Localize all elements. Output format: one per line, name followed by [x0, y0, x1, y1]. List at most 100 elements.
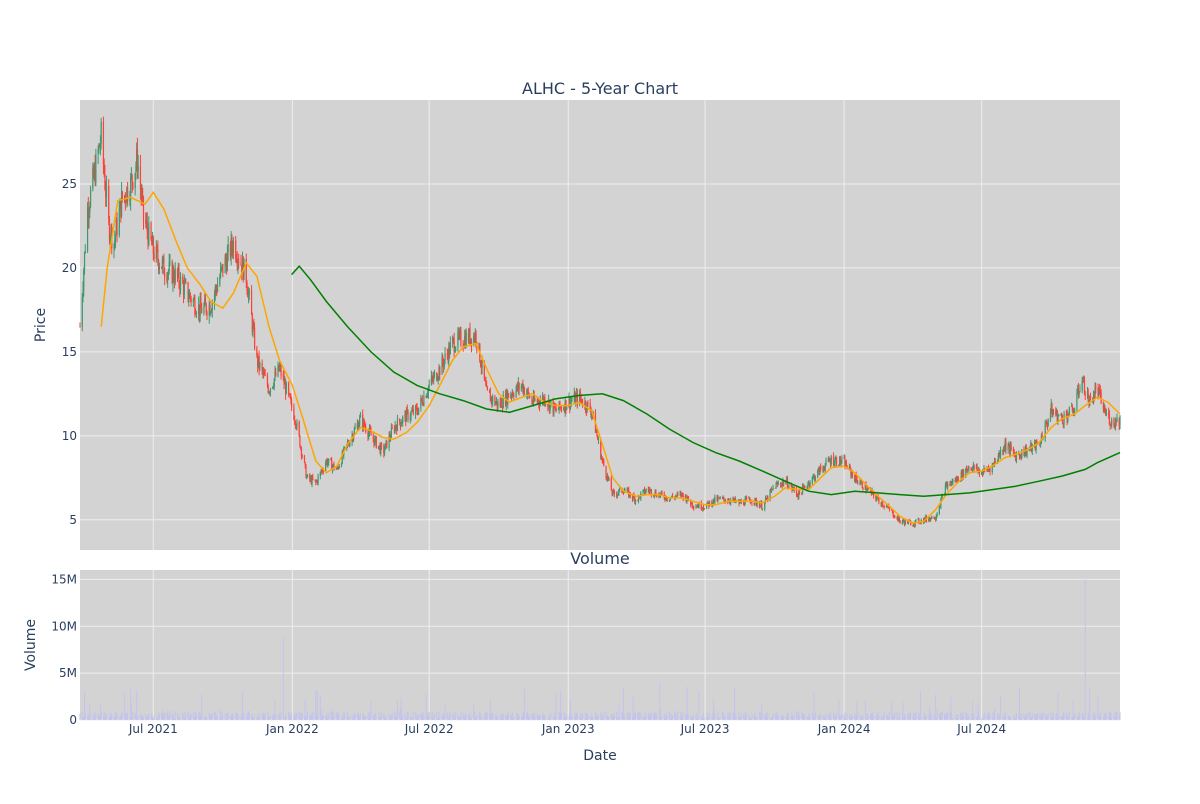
candle-body	[986, 469, 988, 470]
volume-bar	[321, 709, 323, 720]
volume-bar	[957, 718, 958, 720]
candle-body	[1047, 420, 1049, 426]
volume-bar	[411, 718, 413, 720]
volume-bar	[686, 686, 688, 720]
candle-body	[631, 496, 634, 499]
volume-bar	[166, 711, 168, 720]
volume-bar	[944, 714, 946, 720]
volume-bar	[1065, 712, 1067, 720]
candle-body	[770, 490, 772, 491]
candle-body	[738, 500, 740, 504]
volume-bar	[179, 718, 181, 720]
volume-bar	[839, 714, 841, 720]
volume-bar	[227, 711, 229, 720]
volume-bar	[589, 716, 591, 720]
volume-bar	[222, 716, 224, 720]
volume-bar	[97, 713, 99, 720]
volume-bar	[607, 716, 609, 720]
candle-body	[571, 400, 573, 402]
candle-body	[1025, 447, 1027, 455]
candle-body	[533, 395, 535, 401]
volume-bar	[353, 713, 355, 720]
candle-body	[172, 268, 174, 283]
volume-bar	[769, 717, 771, 720]
candle-body	[746, 497, 748, 499]
candle-body	[486, 385, 488, 387]
candle-body	[104, 174, 106, 190]
volume-bar	[105, 713, 107, 720]
volume-bar	[922, 717, 924, 720]
volume-bar	[749, 718, 751, 720]
volume-bar	[1025, 714, 1027, 720]
volume-bar	[379, 718, 381, 720]
volume-bar	[246, 718, 248, 720]
volume-bar	[322, 715, 324, 720]
candle-body	[333, 463, 335, 470]
candle-body	[139, 166, 142, 190]
volume-bar	[217, 717, 219, 720]
volume-bar	[1037, 713, 1039, 720]
candle-body	[669, 498, 671, 501]
candle-body	[99, 144, 101, 147]
volume-bar	[687, 712, 689, 720]
candle-body	[817, 470, 819, 478]
volume-bar	[142, 716, 144, 720]
volume-bar	[87, 717, 89, 720]
candle-body	[216, 284, 219, 292]
candle-body	[1118, 417, 1120, 426]
candle-body	[877, 496, 879, 499]
candle-body	[574, 393, 576, 404]
volume-bar	[536, 714, 538, 720]
candle-body	[1082, 380, 1084, 382]
candle-body	[188, 298, 190, 300]
volume-bar	[796, 711, 798, 720]
volume-bar	[1089, 688, 1091, 720]
candle-body	[708, 501, 711, 507]
candle-body	[719, 497, 721, 499]
candle-body	[642, 490, 644, 494]
volume-bar	[141, 714, 143, 720]
volume-bar	[1049, 717, 1051, 720]
candle-body	[257, 355, 259, 367]
volume-bar	[828, 718, 830, 720]
volume-bar	[118, 717, 120, 720]
candle-body	[607, 475, 609, 480]
volume-bar	[539, 715, 541, 720]
volume-bar	[115, 711, 117, 720]
candle-body	[460, 331, 462, 346]
volume-bar	[1115, 712, 1117, 720]
volume-bar	[940, 711, 942, 720]
candle-body	[781, 483, 783, 487]
candle-body	[647, 489, 649, 491]
candle-body	[575, 392, 578, 396]
volume-bar	[431, 711, 433, 720]
candle-body	[637, 495, 640, 501]
candle-body	[1109, 424, 1111, 426]
candle-body	[151, 238, 153, 246]
candle-body	[394, 425, 396, 432]
volume-bar	[1036, 714, 1038, 720]
candle-body	[277, 364, 279, 376]
volume-bar	[718, 717, 720, 720]
volume-bar	[500, 713, 502, 720]
volume-bar	[987, 715, 989, 720]
volume-bar	[811, 713, 813, 720]
volume-bar	[628, 712, 630, 720]
candle-body	[1100, 391, 1102, 404]
volume-bar	[904, 715, 906, 720]
candle-body	[484, 378, 486, 381]
volume-bar	[501, 714, 503, 720]
volume-bar	[1077, 715, 1079, 720]
candle-body	[216, 289, 218, 292]
volume-bar	[663, 713, 665, 720]
volume-bar	[898, 716, 900, 720]
volume-bar	[394, 716, 396, 720]
volume-bar	[478, 715, 480, 720]
volume-bar	[393, 711, 395, 720]
volume-bar	[79, 713, 81, 720]
candle-body	[1086, 392, 1089, 395]
candle-body	[393, 428, 396, 432]
candle-body	[442, 363, 445, 367]
volume-bar	[684, 714, 686, 720]
